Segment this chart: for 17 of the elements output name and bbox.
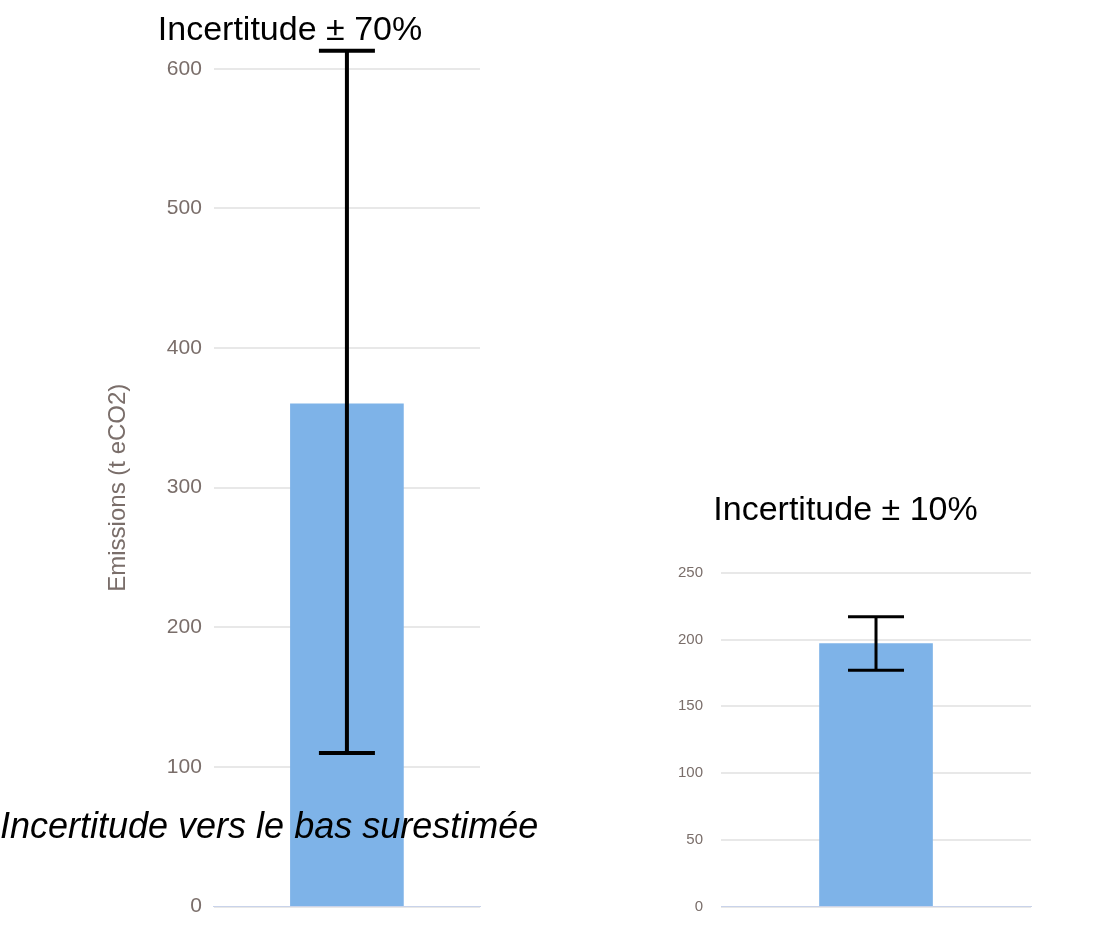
y-tick-label: 500	[166, 195, 202, 219]
y-tick-label: 0	[694, 896, 704, 914]
chart-title: Incertitude ± 70%	[157, 8, 423, 47]
y-tick-label: 250	[678, 562, 704, 580]
y-tick-label: 50	[686, 829, 704, 847]
y-tick-label: 200	[166, 614, 202, 638]
y-tick-label: 300	[166, 474, 202, 498]
y-tick-label: 400	[166, 334, 202, 358]
annotation: Incertitude vers le bas surestimée	[0, 805, 539, 847]
chart-title: Incertitude ± 10%	[713, 488, 978, 527]
y-tick-label: 600	[166, 55, 202, 79]
y-tick-label: 150	[678, 696, 704, 714]
y-tick-label: 100	[166, 753, 202, 777]
y-axis-title: Emissions (t eCO2)	[103, 383, 131, 592]
y-tick-label: 200	[678, 629, 704, 647]
y-tick-label: 0	[190, 893, 202, 917]
y-tick-label: 100	[678, 763, 704, 781]
